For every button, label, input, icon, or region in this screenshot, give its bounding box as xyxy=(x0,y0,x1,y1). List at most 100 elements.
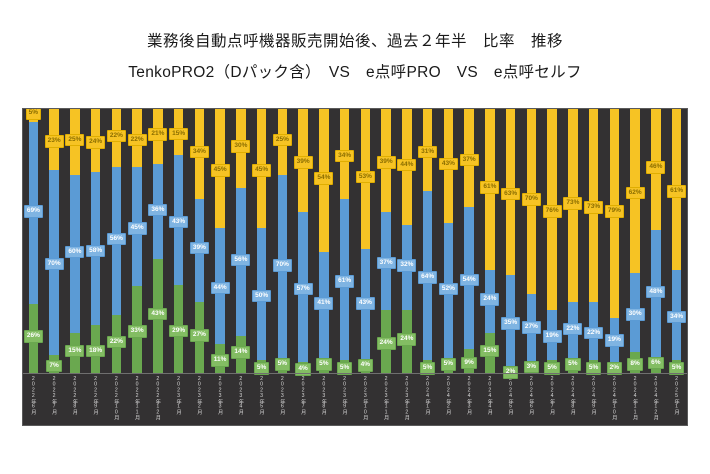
bar-column[interactable]: 53% 43% 4% xyxy=(355,109,376,373)
segment-etenko-pro[interactable]: 48% xyxy=(646,230,666,358)
segment-tenkopro2[interactable]: 61% xyxy=(667,109,687,271)
segment-tenkopro2[interactable]: 45% xyxy=(252,109,272,228)
bar-column[interactable]: 22% 56% 22% xyxy=(106,109,127,373)
bar-column[interactable]: 62% 30% 8% xyxy=(625,109,646,373)
segment-etenko-pro[interactable]: 37% xyxy=(376,211,396,310)
segment-tenkopro2[interactable]: 15% xyxy=(169,109,189,155)
bar-column[interactable]: 63% 35% 2% xyxy=(500,109,521,379)
segment-etenko-self[interactable]: 5% xyxy=(585,359,602,375)
bar-column[interactable]: 43% 52% 5% xyxy=(438,109,459,373)
segment-etenko-self[interactable]: 5% xyxy=(668,359,685,375)
segment-tenkopro2[interactable]: 25% xyxy=(272,109,292,175)
segment-tenkopro2[interactable]: 44% xyxy=(397,109,417,226)
segment-tenkopro2[interactable]: 73% xyxy=(563,109,583,302)
segment-etenko-pro[interactable]: 44% xyxy=(210,227,230,344)
segment-tenkopro2[interactable]: 39% xyxy=(376,109,396,212)
segment-etenko-pro[interactable]: 70% xyxy=(44,169,64,355)
bar-column[interactable]: 31% 64% 5% xyxy=(417,109,438,375)
segment-tenkopro2[interactable]: 62% xyxy=(625,109,645,273)
segment-etenko-self[interactable]: 5% xyxy=(316,358,332,373)
bar-column[interactable]: 76% 19% 5% xyxy=(542,109,563,375)
segment-etenko-pro[interactable]: 19% xyxy=(542,309,562,360)
bar-column[interactable]: 45% 44% 11% xyxy=(210,109,231,373)
segment-etenko-self[interactable]: 11% xyxy=(210,343,230,373)
segment-etenko-self[interactable]: 26% xyxy=(23,304,43,373)
bar-column[interactable]: 22% 45% 33% xyxy=(127,109,148,373)
segment-etenko-self[interactable]: 2% xyxy=(502,366,519,379)
segment-etenko-self[interactable]: 4% xyxy=(357,359,374,373)
bar-column[interactable]: 46% 48% 6% xyxy=(646,109,667,373)
segment-etenko-pro[interactable]: 24% xyxy=(480,270,500,334)
segment-etenko-self[interactable]: 5% xyxy=(440,358,457,373)
segment-tenkopro2[interactable]: 54% xyxy=(314,109,334,252)
segment-tenkopro2[interactable]: 70% xyxy=(521,109,541,294)
bar-column[interactable]: 54% 41% 5% xyxy=(314,109,335,373)
segment-etenko-pro[interactable]: 64% xyxy=(418,190,438,360)
segment-etenko-self[interactable]: 15% xyxy=(65,333,85,373)
segment-tenkopro2[interactable]: 5% xyxy=(25,109,42,123)
segment-tenkopro2[interactable]: 61% xyxy=(480,109,500,271)
segment-etenko-pro[interactable]: 35% xyxy=(501,275,521,368)
segment-etenko-self[interactable]: 5% xyxy=(274,358,291,373)
segment-tenkopro2[interactable]: 45% xyxy=(210,109,230,228)
segment-tenkopro2[interactable]: 31% xyxy=(418,109,438,191)
segment-etenko-pro[interactable]: 45% xyxy=(127,167,147,286)
segment-etenko-self[interactable]: 3% xyxy=(523,360,540,374)
segment-etenko-self[interactable]: 14% xyxy=(231,336,251,373)
segment-tenkopro2[interactable]: 39% xyxy=(293,109,313,212)
segment-etenko-pro[interactable]: 34% xyxy=(667,270,687,360)
segment-tenkopro2[interactable]: 79% xyxy=(604,109,624,318)
segment-etenko-self[interactable]: 29% xyxy=(169,284,189,373)
segment-tenkopro2[interactable]: 25% xyxy=(65,109,85,175)
segment-tenkopro2[interactable]: 63% xyxy=(501,109,521,276)
segment-etenko-pro[interactable]: 22% xyxy=(584,301,604,360)
segment-tenkopro2[interactable]: 37% xyxy=(459,109,479,207)
segment-etenko-self[interactable]: 2% xyxy=(606,362,623,375)
bar-column[interactable]: 44% 32% 24% xyxy=(397,109,418,373)
bar-column[interactable]: 30% 56% 14% xyxy=(231,109,252,373)
bar-column[interactable]: 79% 19% 2% xyxy=(604,109,625,375)
bar-column[interactable]: 61% 34% 5% xyxy=(666,109,687,375)
bar-column[interactable]: 73% 22% 5% xyxy=(583,109,604,375)
segment-etenko-self[interactable]: 27% xyxy=(189,301,209,373)
segment-etenko-pro[interactable]: 27% xyxy=(521,293,541,366)
segment-etenko-self[interactable]: 15% xyxy=(480,333,500,373)
segment-etenko-pro[interactable]: 30% xyxy=(625,272,645,352)
segment-etenko-pro[interactable]: 54% xyxy=(459,206,479,350)
segment-etenko-self[interactable]: 24% xyxy=(376,309,396,373)
segment-tenkopro2[interactable]: 22% xyxy=(127,109,147,168)
bar-column[interactable]: 45% 50% 5% xyxy=(251,109,272,375)
segment-etenko-self[interactable]: 5% xyxy=(336,359,353,375)
segment-etenko-self[interactable]: 24% xyxy=(397,309,417,373)
segment-etenko-self[interactable]: 7% xyxy=(46,354,62,373)
segment-tenkopro2[interactable]: 22% xyxy=(106,109,126,168)
segment-etenko-self[interactable]: 6% xyxy=(648,356,664,373)
segment-etenko-self[interactable]: 5% xyxy=(419,359,436,375)
bar-column[interactable]: 21% 36% 43% xyxy=(148,109,169,373)
bar-column[interactable]: 39% 57% 4% xyxy=(293,109,314,376)
segment-etenko-pro[interactable]: 32% xyxy=(397,225,417,310)
bar-column[interactable]: 5% 69% 26% xyxy=(23,109,44,373)
segment-etenko-pro[interactable]: 70% xyxy=(272,175,292,360)
segment-etenko-pro[interactable]: 39% xyxy=(189,198,209,302)
segment-tenkopro2[interactable]: 43% xyxy=(438,109,458,223)
bar-column[interactable]: 15% 43% 29% xyxy=(168,109,189,373)
segment-etenko-pro[interactable]: 60% xyxy=(65,175,85,334)
segment-etenko-pro[interactable]: 56% xyxy=(231,188,251,337)
segment-tenkopro2[interactable]: 23% xyxy=(44,109,64,170)
segment-tenkopro2[interactable]: 76% xyxy=(542,109,562,310)
bar-column[interactable]: 34% 61% 5% xyxy=(334,109,355,375)
segment-tenkopro2[interactable]: 34% xyxy=(189,109,209,199)
segment-etenko-self[interactable]: 8% xyxy=(627,351,643,373)
segment-etenko-self[interactable]: 18% xyxy=(86,325,106,373)
segment-etenko-pro[interactable]: 69% xyxy=(23,122,43,305)
segment-etenko-pro[interactable]: 52% xyxy=(438,222,458,360)
bar-column[interactable]: 25% 70% 5% xyxy=(272,109,293,373)
bar-column[interactable]: 37% 54% 9% xyxy=(459,109,480,373)
segment-etenko-pro[interactable]: 19% xyxy=(604,317,624,368)
segment-etenko-self[interactable]: 5% xyxy=(253,359,270,375)
segment-etenko-self[interactable]: 9% xyxy=(461,349,477,373)
bar-column[interactable]: 70% 27% 3% xyxy=(521,109,542,374)
segment-etenko-self[interactable]: 5% xyxy=(565,358,581,373)
segment-etenko-pro[interactable]: 22% xyxy=(563,301,583,360)
